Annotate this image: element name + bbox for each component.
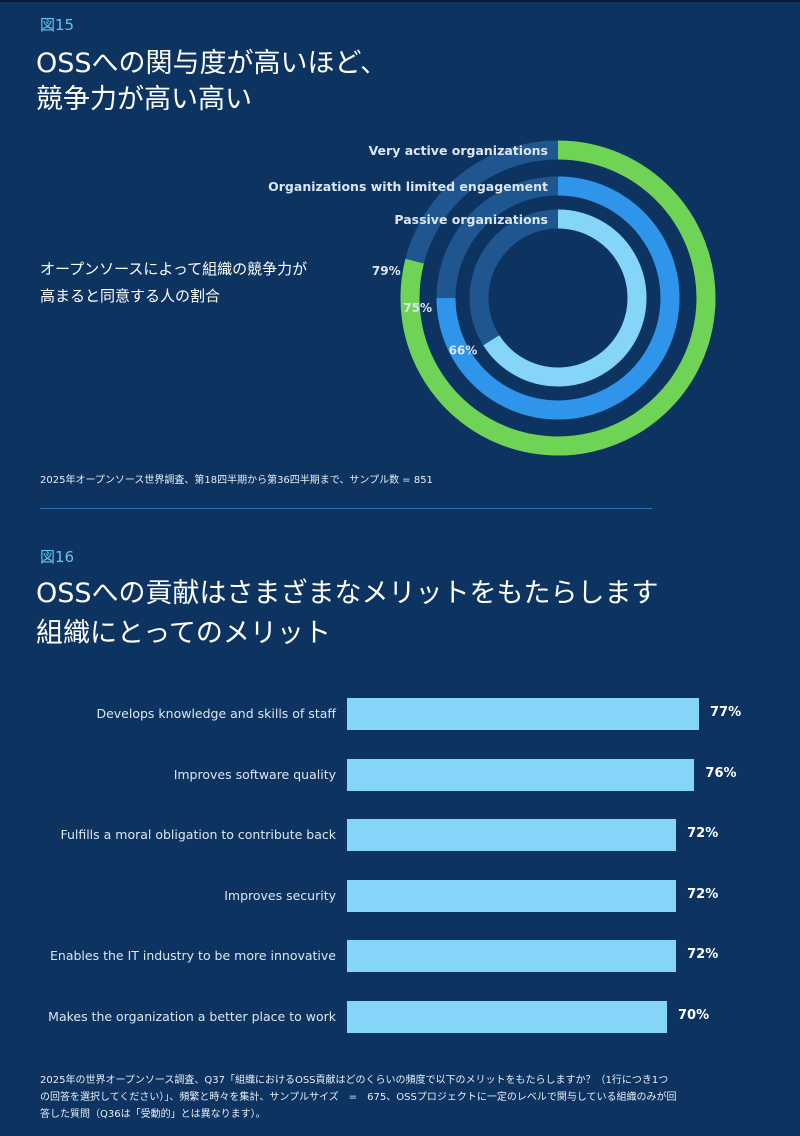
bar-value-label: 72%	[687, 826, 719, 841]
ring-arc-organizations-with-limited-engagement	[436, 176, 680, 420]
bar-value-label: 70%	[678, 1007, 710, 1023]
value-label-organizations-with-limited-engagement: 75%	[403, 301, 432, 315]
figure-16-note-line2: の回答を選択してください）」、頻繁と時々を集計、サンプルサイズ = 675、OS…	[40, 1092, 677, 1103]
figure-16-title-line2: 組織にとってのメリット	[36, 618, 331, 649]
bar	[347, 819, 677, 851]
bar-value-label: 77%	[710, 705, 742, 720]
value-label-very-active-organizations: 79%	[372, 264, 401, 278]
category-label: Improves security	[224, 887, 336, 903]
radial-bar-chart: Very active organizations 79% Organization…	[268, 140, 716, 456]
bar	[347, 1000, 667, 1033]
top-border	[0, 0, 800, 2]
category-label: Fulfills a moral obligation to contribut…	[60, 827, 336, 842]
figure-15-number: 図15	[40, 16, 75, 34]
series-label-very-active-organizations: Very active organizations	[369, 143, 548, 158]
figure-16-note-line3: 答した質問（Q36は「受動的」とは異なります）。	[40, 1109, 266, 1120]
bar	[347, 758, 695, 791]
bar	[347, 879, 677, 912]
category-label: Enables the IT industry to be more innov…	[50, 948, 336, 963]
bar-value-label: 76%	[705, 765, 737, 781]
figure-15-title-line2: 競争力が高い高い	[36, 84, 252, 115]
figure-15-note: 2025年オープンソース世界調査、第18四半期から第36四半期まで、サンプル数 …	[40, 475, 433, 486]
section-divider	[40, 508, 652, 509]
category-label: Makes the organization a better place to…	[48, 1008, 336, 1024]
figure-16-title-line1: OSSへの貢献はさまざまなメリットをもたらします	[36, 578, 659, 609]
series-label-organizations-with-limited-engagement: Organizations with limited engagement	[268, 179, 548, 194]
figure-16-number: 図16	[40, 548, 75, 566]
category-label: Develops knowledge and skills of staff	[96, 706, 336, 721]
figure-15-title-line1: OSSへの関与度が高いほど、	[36, 48, 388, 79]
value-label-passive-organizations: 66%	[449, 343, 478, 357]
bar-value-label: 72%	[687, 886, 719, 902]
bar-value-label: 72%	[687, 947, 719, 962]
ring-arc-very-active-organizations	[400, 140, 716, 456]
series-label-passive-organizations: Passive organizations	[394, 212, 548, 227]
bar	[347, 940, 677, 972]
figure-16-note-line1: 2025年の世界オープンソース調査、Q37「組織におけるOSS貢献はどのくらいの…	[40, 1075, 669, 1086]
figure-15-subtitle-line2: 高まると同意する人の割合	[40, 287, 221, 305]
ring-arc-passive-organizations	[483, 209, 647, 387]
bar	[347, 698, 699, 730]
figure-15-subtitle-line1: オープンソースによって組織の競争力が	[40, 260, 308, 278]
category-label: Improves software quality	[173, 766, 336, 782]
